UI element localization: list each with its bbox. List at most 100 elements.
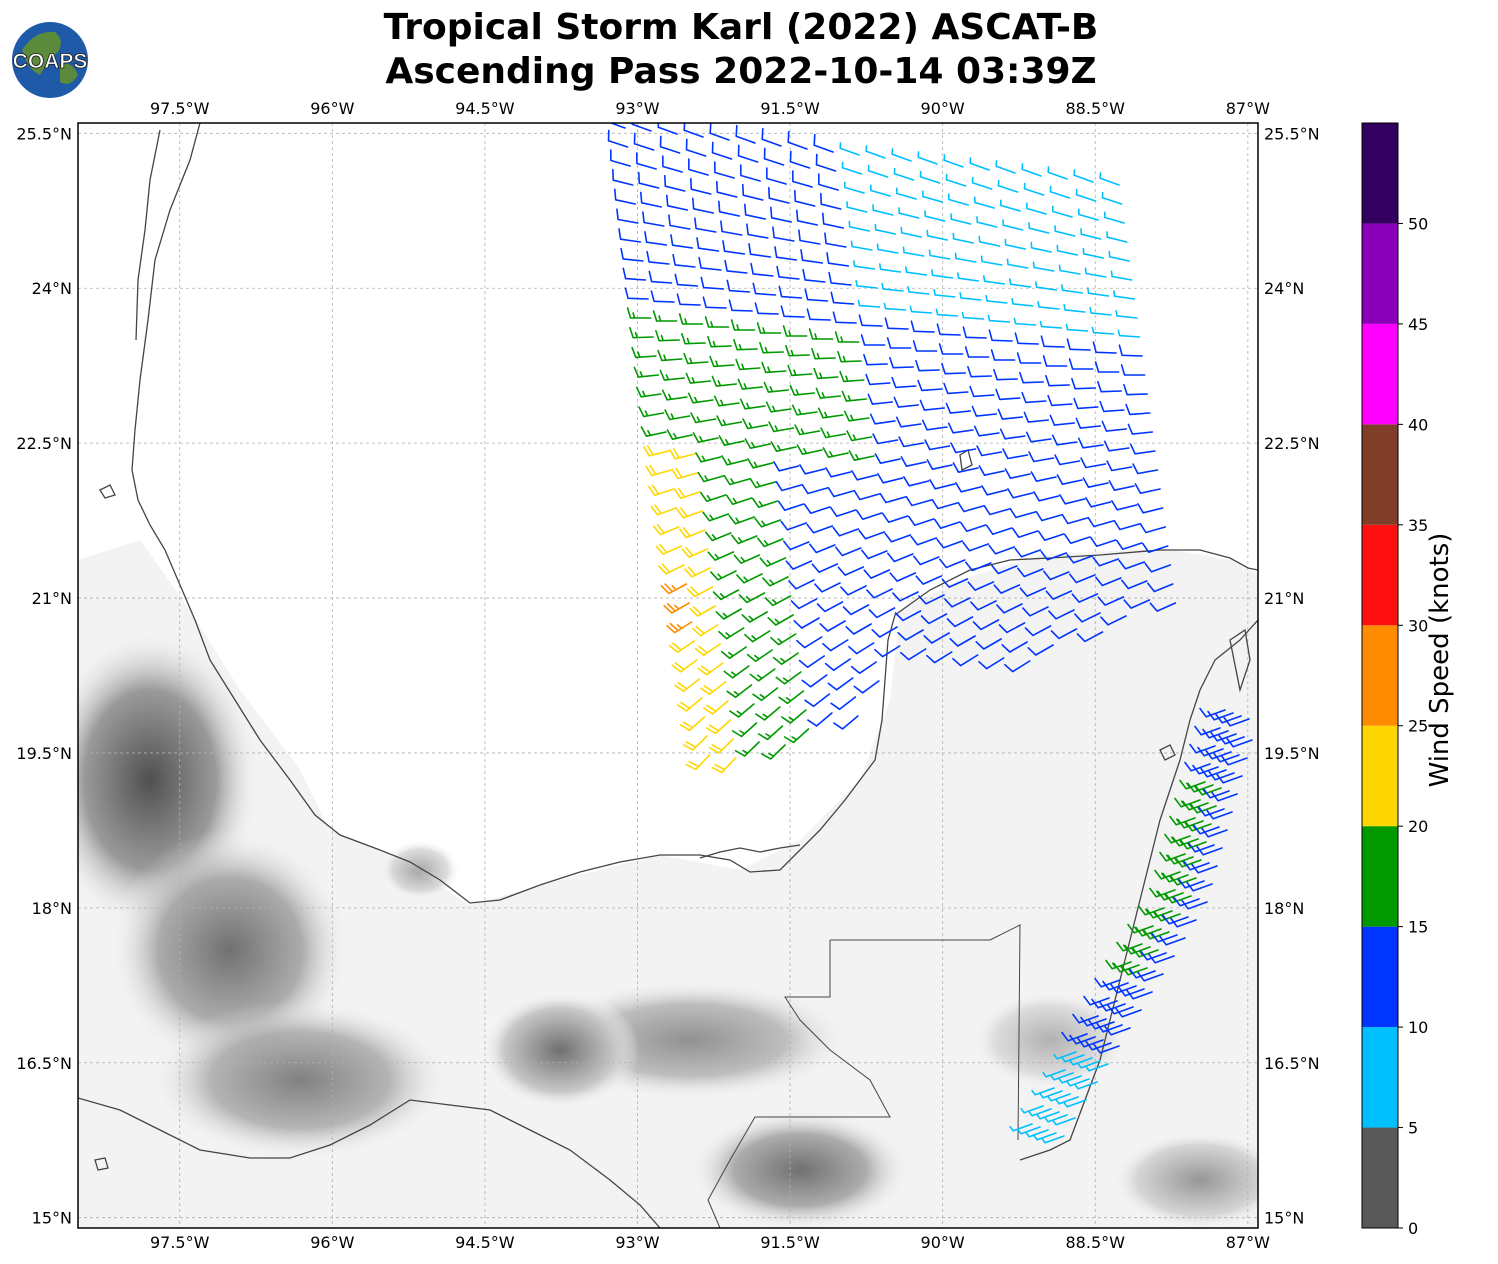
wind-barb bbox=[770, 441, 797, 452]
wind-barb bbox=[1061, 513, 1088, 525]
wind-barb bbox=[640, 426, 667, 437]
wind-barb bbox=[950, 213, 972, 225]
wind-barb bbox=[778, 500, 805, 511]
wind-barb bbox=[768, 186, 790, 204]
wind-barb bbox=[981, 485, 1008, 496]
wind-barb bbox=[802, 268, 826, 283]
wind-barb bbox=[708, 738, 734, 754]
wind-barb bbox=[636, 152, 657, 170]
wind-barb bbox=[1030, 471, 1057, 482]
wind-barb bbox=[666, 621, 693, 634]
wind-barb bbox=[762, 576, 789, 587]
wind-barb bbox=[871, 626, 898, 638]
wind-barb bbox=[682, 735, 708, 751]
wind-barb bbox=[928, 249, 951, 260]
wind-barb bbox=[755, 706, 781, 721]
wind-barb bbox=[1035, 510, 1062, 522]
wind-barb bbox=[789, 150, 811, 169]
wind-barb bbox=[772, 652, 799, 665]
wind-barb bbox=[720, 646, 747, 659]
wind-barb bbox=[1031, 1087, 1055, 1096]
wind-barb bbox=[848, 220, 871, 232]
wind-barb bbox=[622, 267, 647, 281]
wind-barb bbox=[633, 132, 655, 151]
wind-barb bbox=[1091, 326, 1115, 335]
wind-barb bbox=[714, 161, 735, 179]
wind-barb bbox=[983, 504, 1010, 516]
wind-barb bbox=[877, 473, 904, 484]
wind-barb bbox=[765, 401, 792, 413]
wind-barb bbox=[1213, 752, 1240, 763]
wind-barb bbox=[921, 419, 948, 431]
wind-barb bbox=[711, 757, 737, 774]
wind-barb bbox=[1020, 1105, 1044, 1114]
wind-barb bbox=[697, 662, 724, 676]
wind-barb bbox=[1054, 225, 1076, 237]
wind-barb bbox=[1059, 494, 1086, 505]
wind-barb bbox=[728, 514, 756, 525]
wind-barb bbox=[759, 342, 784, 354]
wind-barb bbox=[1066, 553, 1094, 564]
lat-tick-label-left: 24°N bbox=[32, 279, 72, 298]
wind-barb bbox=[815, 387, 842, 399]
wind-barb bbox=[919, 399, 946, 411]
colorbar-tick-label: 0 bbox=[1408, 1219, 1418, 1238]
wind-barb bbox=[1004, 468, 1031, 479]
wind-barb bbox=[931, 498, 958, 510]
wind-barb bbox=[1126, 989, 1153, 1000]
wind-barb bbox=[1116, 539, 1143, 550]
wind-barb bbox=[1089, 307, 1112, 316]
wind-barb bbox=[676, 293, 701, 306]
wind-barb bbox=[1125, 403, 1151, 416]
wind-barb bbox=[1073, 397, 1099, 410]
wind-barb bbox=[960, 521, 987, 532]
wind-barb bbox=[781, 709, 807, 724]
wind-barb bbox=[922, 190, 943, 203]
title-line-1: Tropical Storm Karl (2022) ASCAT-B bbox=[383, 7, 1099, 48]
wind-barb bbox=[1099, 1001, 1126, 1012]
wind-barb bbox=[811, 563, 839, 573]
lat-tick-label-left: 15°N bbox=[32, 1209, 72, 1228]
wind-barb bbox=[1121, 579, 1148, 590]
wind-barb bbox=[694, 643, 721, 656]
wind-barb bbox=[1107, 1004, 1134, 1015]
lon-tick-label-top: 90°W bbox=[921, 99, 965, 118]
wind-barb bbox=[1058, 264, 1081, 275]
wind-barb bbox=[1077, 1037, 1104, 1048]
wind-barb bbox=[834, 331, 860, 343]
wind-barb bbox=[760, 744, 786, 760]
wind-barb bbox=[1004, 238, 1027, 250]
wind-barb bbox=[1132, 463, 1159, 475]
wind-barb bbox=[1019, 372, 1044, 384]
gridlines bbox=[78, 123, 1258, 1228]
wind-barb bbox=[770, 633, 797, 646]
wind-barb bbox=[679, 716, 706, 732]
wind-barb bbox=[1061, 1054, 1085, 1063]
wind-barb bbox=[952, 462, 979, 473]
wind-barb bbox=[897, 629, 924, 641]
lat-tick-label-right: 21°N bbox=[1264, 589, 1304, 608]
wind-barb bbox=[718, 627, 745, 640]
wind-barb bbox=[825, 467, 852, 478]
wind-barb bbox=[853, 680, 880, 694]
lat-tick-label-right: 22.5°N bbox=[1264, 434, 1320, 453]
wind-barb bbox=[1148, 953, 1175, 964]
wind-barb bbox=[684, 566, 711, 578]
wind-barb bbox=[1099, 172, 1120, 186]
colorbar-bin bbox=[1362, 223, 1398, 324]
wind-barb bbox=[1192, 764, 1219, 775]
wind-barb bbox=[729, 703, 755, 718]
wind-barb bbox=[1042, 355, 1068, 367]
wind-barb bbox=[690, 412, 717, 424]
wind-barb bbox=[1090, 536, 1117, 547]
wind-barb bbox=[912, 340, 938, 352]
wind-barb bbox=[848, 642, 875, 655]
wind-barb bbox=[826, 252, 850, 267]
wind-barb bbox=[936, 538, 964, 549]
wind-barb bbox=[1066, 338, 1091, 351]
wind-barb bbox=[638, 406, 665, 418]
wind-barb bbox=[1104, 1025, 1131, 1036]
wind-barb bbox=[696, 237, 720, 252]
wind-barb bbox=[1075, 417, 1102, 429]
wind-barb bbox=[1083, 995, 1110, 1006]
